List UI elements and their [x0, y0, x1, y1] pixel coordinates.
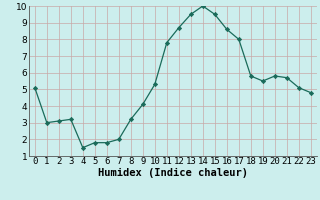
X-axis label: Humidex (Indice chaleur): Humidex (Indice chaleur): [98, 168, 248, 178]
